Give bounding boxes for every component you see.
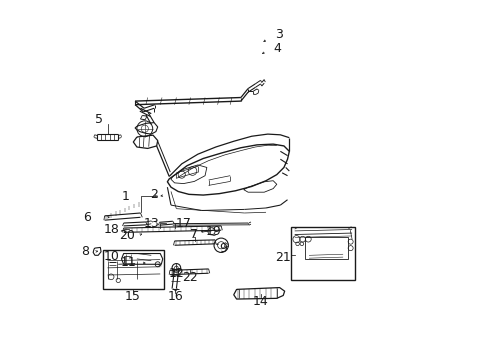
Text: 3: 3: [274, 28, 282, 41]
Text: 15: 15: [124, 290, 140, 303]
Text: 22: 22: [182, 271, 198, 284]
Text: 5: 5: [95, 113, 103, 126]
Text: 11: 11: [121, 256, 136, 269]
Text: 12: 12: [168, 267, 184, 280]
Text: 17: 17: [175, 216, 191, 230]
Text: 2: 2: [150, 188, 158, 201]
Text: 20: 20: [119, 229, 135, 242]
Text: 4: 4: [273, 41, 281, 54]
Text: 19: 19: [206, 225, 222, 238]
Text: 9: 9: [219, 242, 226, 255]
Text: 7: 7: [189, 228, 197, 241]
Bar: [290, 227, 354, 280]
Text: 10: 10: [103, 249, 120, 262]
Text: 16: 16: [167, 290, 183, 303]
Bar: [102, 250, 163, 289]
Text: 1: 1: [121, 190, 129, 203]
Text: 14: 14: [252, 295, 268, 308]
Text: 21: 21: [275, 251, 290, 264]
Bar: [304, 237, 347, 259]
Text: 18: 18: [103, 223, 120, 236]
Text: 13: 13: [144, 216, 160, 230]
Text: 8: 8: [81, 245, 89, 258]
Text: 6: 6: [82, 211, 90, 224]
